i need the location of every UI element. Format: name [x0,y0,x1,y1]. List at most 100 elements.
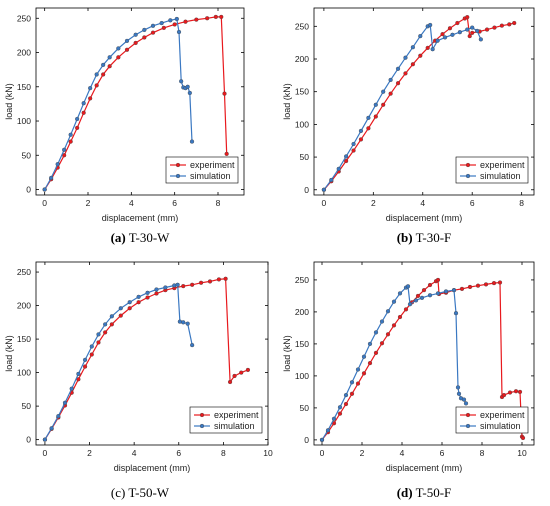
data-point-experiment [366,126,371,131]
x-tick-label: 10 [517,448,527,458]
data-point-experiment [379,341,385,346]
series-line-simulation [44,284,193,440]
y-tick-label: 250 [295,275,309,285]
data-point-experiment [88,96,93,101]
legend-label-simulation: simulation [190,171,231,181]
data-point-simulation [337,405,343,410]
y-tick-label: 0 [304,185,309,195]
x-tick-label: 4 [129,198,134,208]
data-point-simulation [430,47,435,52]
legend-label-experiment: experiment [214,410,259,420]
data-point-experiment [507,390,513,395]
y-tick-label: 0 [26,185,31,195]
legend-box [189,406,263,434]
x-tick-label: 2 [360,448,365,458]
panel-caption-text: T-50-F [413,485,452,500]
data-point-simulation [190,343,195,348]
x-tick-label: 2 [371,198,376,208]
data-point-simulation [388,77,393,83]
data-point-simulation [373,102,378,107]
legend-marker-simulation [199,423,205,429]
data-point-simulation [116,46,121,51]
data-point-experiment [520,435,526,441]
data-point-experiment [470,30,475,35]
panel-caption-label: (b) [397,230,413,245]
data-point-simulation [381,89,386,94]
data-point-experiment [245,367,251,373]
data-point-experiment [517,389,523,394]
data-point-experiment [467,34,472,39]
data-point-simulation [69,386,74,391]
x-tick-label: 0 [322,198,327,208]
data-point-simulation [133,32,138,37]
x-tick-label: 2 [86,198,91,208]
data-point-simulation [49,175,54,180]
data-point-experiment [455,20,460,26]
y-tick-label: 50 [22,150,32,160]
data-point-experiment [227,379,233,385]
data-point-simulation [154,287,159,292]
y-axis-label: load (kN) [282,83,292,120]
data-point-simulation [75,116,80,122]
y-tick-label: 100 [17,368,31,378]
data-point-experiment [403,71,408,76]
data-point-simulation [150,23,156,28]
data-point-simulation [428,22,433,28]
data-point-experiment [427,282,433,288]
data-point-experiment [194,17,199,22]
data-point-simulation [187,90,192,96]
plot-frame [313,261,535,446]
data-point-experiment [127,306,132,311]
data-point-simulation [358,128,364,134]
panel-caption: (c) T-50-W [111,485,170,500]
y-axis-label: load (kN) [4,83,14,120]
data-point-experiment [183,19,188,24]
x-tick-label: 8 [221,448,226,458]
legend-label-simulation: simulation [480,421,521,431]
data-point-experiment [181,284,186,289]
legend-marker-simulation [175,173,181,179]
y-tick-label: 150 [17,82,31,92]
data-point-experiment [232,373,237,379]
y-tick-label: 250 [17,13,31,23]
data-point-simulation [465,27,470,32]
data-point-experiment [507,22,512,27]
x-tick-label: 8 [519,198,524,208]
data-point-experiment [391,323,397,328]
data-point-experiment [373,350,379,355]
panel-caption: (b) T-30-F [397,230,452,245]
data-point-simulation [321,187,326,192]
legend-label-experiment: experiment [480,160,525,170]
data-point-simulation [89,344,94,349]
x-tick-label: 4 [400,448,405,458]
data-point-simulation [395,66,401,71]
data-point-simulation [475,28,480,33]
data-point-simulation [107,55,112,60]
data-point-experiment [497,280,503,285]
data-point-simulation [189,139,195,144]
data-point-experiment [222,91,227,96]
data-point-experiment [343,401,349,407]
data-point-experiment [239,370,244,375]
y-tick-label: 200 [17,301,31,311]
data-point-experiment [418,53,423,58]
data-point-experiment [154,291,159,296]
x-tick-label: 6 [440,448,445,458]
data-point-experiment [512,20,517,26]
y-tick-label: 100 [295,371,309,381]
data-point-experiment [513,389,519,394]
data-point-simulation [413,298,419,303]
data-point-experiment [385,332,391,337]
data-point-simulation [177,319,182,324]
data-point-simulation [325,428,331,433]
x-axis-label: displacement (mm) [102,213,179,223]
y-tick-label: 150 [295,87,309,97]
data-point-simulation [42,187,47,192]
data-point-experiment [388,91,393,96]
data-point-simulation [442,35,448,40]
data-point-simulation [76,371,81,377]
data-point-simulation [179,79,184,84]
data-point-simulation [159,20,164,26]
x-tick-label: 0 [42,198,47,208]
data-point-experiment [216,277,222,282]
